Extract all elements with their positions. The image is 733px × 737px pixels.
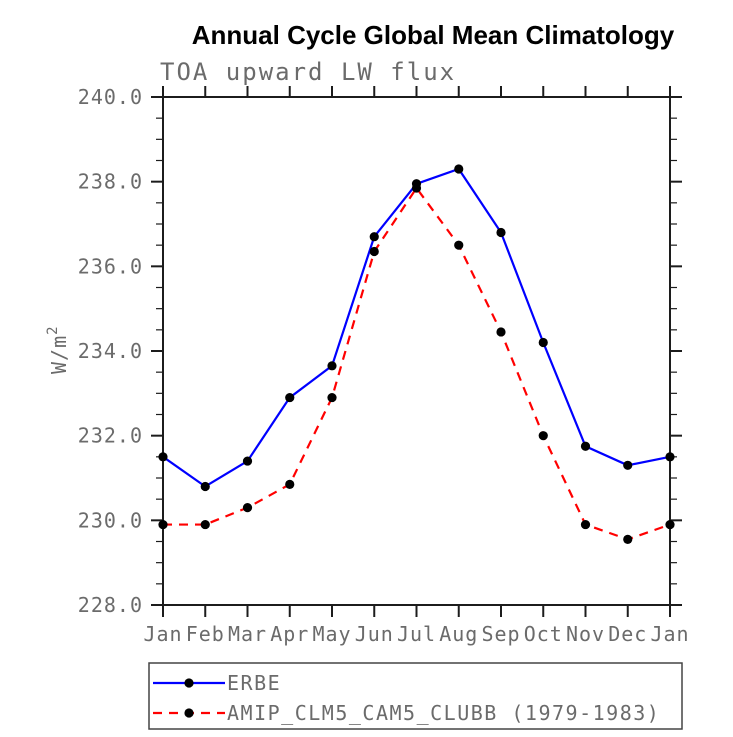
data-point-marker (327, 392, 337, 403)
x-tick-label: Jan (650, 622, 689, 646)
y-tick-label: 230.0 (78, 508, 143, 532)
y-axis-label-base: W/m (47, 335, 71, 374)
chart-subtitle: TOA upward LW flux (160, 58, 456, 86)
x-tick-label: Oct (524, 622, 563, 646)
y-tick-label: 234.0 (78, 339, 143, 363)
data-point-marker (411, 183, 422, 193)
data-point-marker (158, 519, 168, 530)
data-point-marker (242, 503, 253, 513)
data-point-marker (327, 361, 337, 371)
legend-marker-amip (184, 708, 194, 718)
data-point-marker (623, 534, 633, 544)
data-point-marker (369, 232, 379, 242)
y-tick-label: 232.0 (78, 424, 143, 448)
data-point-marker (538, 431, 548, 441)
y-axis-label: W/m2 (45, 325, 71, 374)
x-tick-label: Mar (228, 622, 267, 646)
data-point-marker (496, 327, 506, 337)
data-series (158, 164, 675, 544)
x-tick-label: Jan (143, 622, 182, 646)
x-tick-label: Dec (608, 622, 647, 646)
data-point-marker (580, 519, 591, 530)
x-tick-label: Aug (439, 622, 478, 646)
legend-label-amip: AMIP_CLM5_CAM5_CLUBB (1979-1983) (227, 701, 660, 725)
data-point-marker (158, 452, 168, 462)
plot-frame (162, 96, 671, 606)
x-tick-label: Jul (397, 622, 436, 646)
y-tick-label: 240.0 (78, 85, 143, 109)
data-point-marker (454, 240, 464, 250)
data-point-marker (623, 460, 633, 470)
data-point-marker (369, 246, 379, 257)
data-point-marker (200, 519, 210, 530)
legend-label-erbe: ERBE (227, 671, 281, 695)
data-point-marker (538, 337, 548, 348)
legend-box (148, 662, 683, 730)
y-tick-label: 228.0 (78, 593, 143, 617)
legend: ERBE AMIP_CLM5_CAM5_CLUBB (1979-1983) (148, 662, 683, 730)
series-line-amip_clm5_cam5_clubb (163, 186, 671, 541)
series-line-erbe (162, 167, 671, 488)
x-tick-label: Apr (270, 622, 309, 646)
x-tick-label: May (312, 622, 351, 646)
axis-ticks (151, 86, 682, 617)
data-point-marker (285, 392, 295, 403)
data-point-marker (285, 479, 295, 489)
data-point-marker (496, 227, 506, 238)
data-point-marker (454, 164, 464, 174)
data-point-marker (665, 519, 675, 530)
chart-title: Annual Cycle Global Mean Climatology (192, 20, 675, 50)
y-tick-label: 236.0 (78, 254, 143, 278)
x-tick-label: Feb (186, 622, 225, 646)
data-point-marker (665, 452, 675, 462)
y-tick-label: 238.0 (78, 170, 143, 194)
x-tick-label: Jun (355, 622, 394, 646)
data-point-marker (200, 481, 210, 492)
x-tick-label: Sep (481, 622, 520, 646)
legend-marker-erbe (184, 678, 194, 688)
data-point-marker (580, 441, 591, 451)
data-point-marker (242, 456, 253, 466)
y-axis-label-superscript: 2 (45, 325, 61, 334)
x-tick-label: Nov (566, 622, 605, 646)
